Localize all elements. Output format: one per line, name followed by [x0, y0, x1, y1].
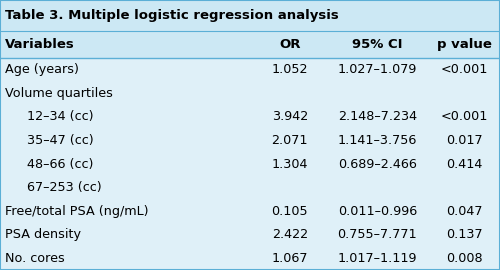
Bar: [0, 199, 500, 223]
Text: 1.017–1.119: 1.017–1.119: [338, 252, 417, 265]
Text: Age (years): Age (years): [5, 63, 79, 76]
Text: <0.001: <0.001: [441, 110, 488, 123]
Text: 35–47 (cc): 35–47 (cc): [28, 134, 94, 147]
Text: 1.067: 1.067: [272, 252, 308, 265]
Text: No. cores: No. cores: [5, 252, 64, 265]
Bar: [0, 176, 500, 199]
Bar: [0, 31, 500, 58]
Text: Free/total PSA (ng/mL): Free/total PSA (ng/mL): [5, 205, 148, 218]
Text: 0.008: 0.008: [446, 252, 483, 265]
Text: Variables: Variables: [5, 38, 74, 51]
Bar: [0, 105, 500, 129]
Text: 0.689–2.466: 0.689–2.466: [338, 157, 416, 171]
Bar: [0, 82, 500, 105]
Text: 0.017: 0.017: [446, 134, 483, 147]
Bar: [0, 247, 500, 270]
Text: 1.141–3.756: 1.141–3.756: [338, 134, 417, 147]
Text: Volume quartiles: Volume quartiles: [5, 87, 113, 100]
Text: 2.148–7.234: 2.148–7.234: [338, 110, 417, 123]
Text: 0.137: 0.137: [446, 228, 483, 241]
Text: 1.027–1.079: 1.027–1.079: [338, 63, 417, 76]
Text: p value: p value: [438, 38, 492, 51]
Text: PSA density: PSA density: [5, 228, 81, 241]
Text: 1.052: 1.052: [272, 63, 308, 76]
Text: 2.071: 2.071: [272, 134, 308, 147]
Text: <0.001: <0.001: [441, 63, 488, 76]
Bar: [0, 58, 500, 82]
Text: 0.755–7.771: 0.755–7.771: [338, 228, 417, 241]
Bar: [0, 129, 500, 152]
Text: 95% CI: 95% CI: [352, 38, 403, 51]
Text: Table 3. Multiple logistic regression analysis: Table 3. Multiple logistic regression an…: [5, 9, 338, 22]
Text: 12–34 (cc): 12–34 (cc): [28, 110, 94, 123]
Text: 48–66 (cc): 48–66 (cc): [28, 157, 94, 171]
Text: 67–253 (cc): 67–253 (cc): [28, 181, 102, 194]
Text: 3.942: 3.942: [272, 110, 308, 123]
Text: 2.422: 2.422: [272, 228, 308, 241]
Bar: [0, 0, 500, 31]
Bar: [0, 152, 500, 176]
Text: 0.011–0.996: 0.011–0.996: [338, 205, 417, 218]
Text: 1.304: 1.304: [272, 157, 308, 171]
Text: OR: OR: [279, 38, 300, 51]
Text: 0.047: 0.047: [446, 205, 483, 218]
Text: 0.105: 0.105: [272, 205, 308, 218]
Text: 0.414: 0.414: [446, 157, 483, 171]
Bar: [0, 223, 500, 247]
